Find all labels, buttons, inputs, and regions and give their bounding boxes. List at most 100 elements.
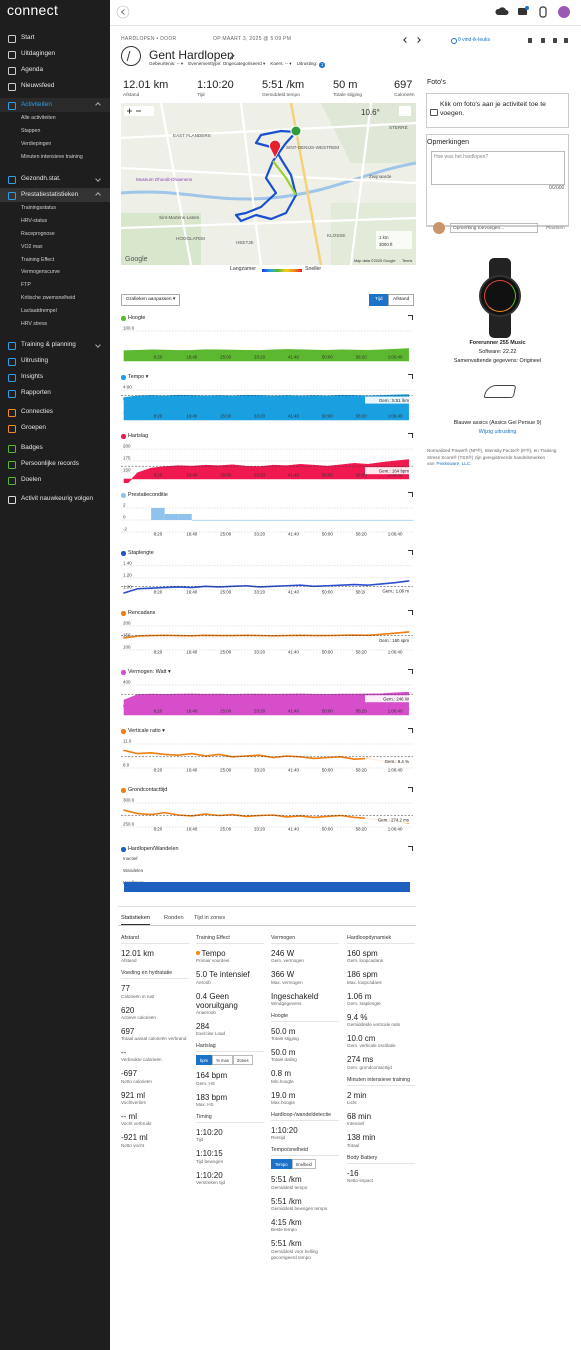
expand-icon[interactable] bbox=[408, 787, 413, 792]
nav-item[interactable]: Persoonlijke records bbox=[21, 460, 79, 467]
like-heart[interactable] bbox=[451, 38, 457, 44]
nav-item[interactable]: Gezondh.stat. bbox=[21, 175, 61, 182]
toggle-distance[interactable]: Afstand bbox=[388, 294, 415, 306]
toggle-button[interactable]: Snelheid bbox=[291, 1159, 316, 1170]
comment-input[interactable] bbox=[450, 223, 538, 233]
expand-icon[interactable] bbox=[408, 846, 413, 851]
nav-arrow[interactable] bbox=[403, 37, 409, 43]
nav-item[interactable]: Agenda bbox=[21, 66, 44, 73]
chart-title[interactable]: Vermogen: Watt ▾ bbox=[128, 668, 171, 675]
expand-icon[interactable] bbox=[408, 492, 413, 497]
map-terms[interactable]: Terms bbox=[402, 259, 412, 263]
y-tick-label: 1.00 bbox=[123, 584, 132, 589]
stat-value-text: 50.0 m bbox=[271, 1048, 296, 1058]
upload-icon[interactable] bbox=[495, 7, 509, 15]
meta-field[interactable]: Koers: -- ▾ bbox=[270, 61, 292, 66]
chart-title[interactable]: Tempo ▾ bbox=[128, 373, 149, 380]
expand-icon[interactable] bbox=[408, 374, 413, 379]
avatar[interactable] bbox=[558, 6, 570, 18]
nav-subitem[interactable]: Vermogenscurve bbox=[21, 268, 60, 275]
nav-item[interactable]: Groepen bbox=[21, 424, 46, 431]
nav-item[interactable]: Prestatiestatistieken bbox=[21, 191, 79, 198]
nav-subitem[interactable]: VO2 max bbox=[21, 243, 43, 250]
meta-field[interactable]: Gebeurtenis: -- ▾ bbox=[149, 61, 184, 66]
stats-tab[interactable]: Ronden bbox=[164, 915, 184, 921]
route-fast bbox=[272, 160, 297, 196]
meta-field[interactable]: Uitrusting: bbox=[296, 61, 318, 66]
customize-charts[interactable]: Grafieken aanpassen ▾ bbox=[121, 294, 181, 306]
chart-title[interactable]: Verticale ratio ▾ bbox=[128, 727, 165, 734]
toggle-button[interactable]: Zones bbox=[232, 1055, 253, 1066]
nav-subitem[interactable]: HRV stress bbox=[21, 320, 48, 327]
nav-subitem[interactable]: Kritische zwemsnelheid bbox=[21, 294, 76, 301]
nav-item[interactable]: Uitrusting bbox=[21, 357, 48, 364]
nav-subitem[interactable]: Stappen bbox=[21, 127, 41, 134]
toggle-time[interactable]: Tijd bbox=[369, 294, 389, 306]
action-icon[interactable] bbox=[528, 38, 532, 43]
stat-value-text: 366 W bbox=[271, 970, 295, 980]
expand-icon[interactable] bbox=[408, 433, 413, 438]
nav-subitem[interactable]: Training Effect bbox=[21, 256, 55, 263]
action-icon[interactable] bbox=[553, 38, 557, 43]
expand-icon[interactable] bbox=[408, 315, 413, 320]
stat-value-text: 68 min bbox=[347, 1112, 372, 1122]
area bbox=[123, 348, 409, 362]
back-button[interactable] bbox=[116, 5, 130, 19]
series-dot bbox=[121, 493, 126, 498]
x-tick-label: 50:00 bbox=[322, 590, 334, 595]
x-tick-label: 33:20 bbox=[254, 473, 266, 478]
post-button[interactable]: Plaatsen bbox=[546, 225, 565, 231]
toggle-button[interactable]: bpm bbox=[196, 1055, 213, 1066]
comment-textarea[interactable] bbox=[431, 151, 565, 185]
nav-subitem[interactable]: Raceprognose bbox=[21, 230, 55, 237]
nav-item[interactable]: Activiteiten bbox=[21, 101, 52, 108]
summary-label: Gemiddeld tempo bbox=[262, 93, 300, 98]
nav-item[interactable]: Badges bbox=[21, 444, 43, 451]
end-marker bbox=[269, 139, 281, 159]
toggle-button[interactable]: Tempo bbox=[271, 1159, 292, 1170]
inbox-icon[interactable] bbox=[518, 8, 527, 15]
action-icon[interactable] bbox=[541, 38, 545, 43]
stat-value: 1:10:20 bbox=[196, 1171, 268, 1180]
stat-label: Max. vermogen bbox=[271, 979, 303, 985]
nav-subitem[interactable]: Verdiepingen bbox=[21, 140, 52, 147]
toggle-button[interactable]: % max bbox=[212, 1055, 233, 1066]
action-icon[interactable] bbox=[564, 38, 568, 43]
nav-item[interactable]: Rapporten bbox=[21, 389, 51, 396]
photos-hint[interactable]: Klik om foto's aan je activiteit toe te … bbox=[440, 101, 546, 117]
nav-subitem[interactable]: Trainingsstatus bbox=[21, 204, 56, 211]
stats-tab[interactable]: Statistieken bbox=[121, 915, 150, 925]
shoe-icon bbox=[483, 385, 517, 398]
stats-tab[interactable]: Tijd in zones bbox=[194, 915, 226, 921]
expand-icon[interactable] bbox=[408, 669, 413, 674]
x-tick-label: 41:40 bbox=[288, 768, 300, 773]
series-dot bbox=[121, 788, 126, 793]
nav-item[interactable]: Insights bbox=[21, 373, 44, 380]
nav-arrow[interactable] bbox=[415, 37, 421, 43]
nav-item[interactable]: Doelen bbox=[21, 476, 42, 483]
map-fullscreen[interactable] bbox=[399, 106, 411, 116]
expand-icon[interactable] bbox=[408, 728, 413, 733]
expand-icon[interactable] bbox=[408, 610, 413, 615]
nav-item[interactable]: Start bbox=[21, 34, 35, 41]
x-tick-label: 33:20 bbox=[254, 355, 266, 360]
nav-subitem[interactable]: HRV-status bbox=[21, 217, 48, 224]
meta-field[interactable]: Evenementtype: Ongecategoriseerd ▾ bbox=[188, 61, 266, 66]
nav-subitem[interactable]: FTP bbox=[21, 281, 31, 288]
footer-link[interactable]: Peaksware, LLC. bbox=[436, 461, 472, 467]
nav-subitem[interactable]: Lactaatdrempel bbox=[21, 307, 57, 314]
stat-value-text: 697 bbox=[121, 1026, 135, 1036]
change-gear[interactable]: Wijzig uitrusting bbox=[478, 429, 517, 435]
nav-item[interactable]: Uitdagingen bbox=[21, 50, 56, 57]
nav-item[interactable]: Activit nauwkeurig volgen bbox=[21, 495, 94, 502]
nav-item[interactable]: Training & planning bbox=[21, 341, 76, 348]
nav-item[interactable]: Nieuwsfeed bbox=[21, 82, 55, 89]
step-bar bbox=[286, 519, 301, 521]
nav-subitem[interactable]: Minuten intensieve training bbox=[21, 153, 83, 160]
watch-icon[interactable] bbox=[539, 6, 547, 18]
nav-item[interactable]: Connecties bbox=[21, 408, 53, 415]
likes[interactable]: 0 vind-ik-leuks bbox=[458, 37, 490, 43]
stat-value: 5:51 /km bbox=[271, 1197, 343, 1206]
expand-icon[interactable] bbox=[408, 550, 413, 555]
nav-subitem[interactable]: Alle activiteiten bbox=[21, 114, 56, 121]
